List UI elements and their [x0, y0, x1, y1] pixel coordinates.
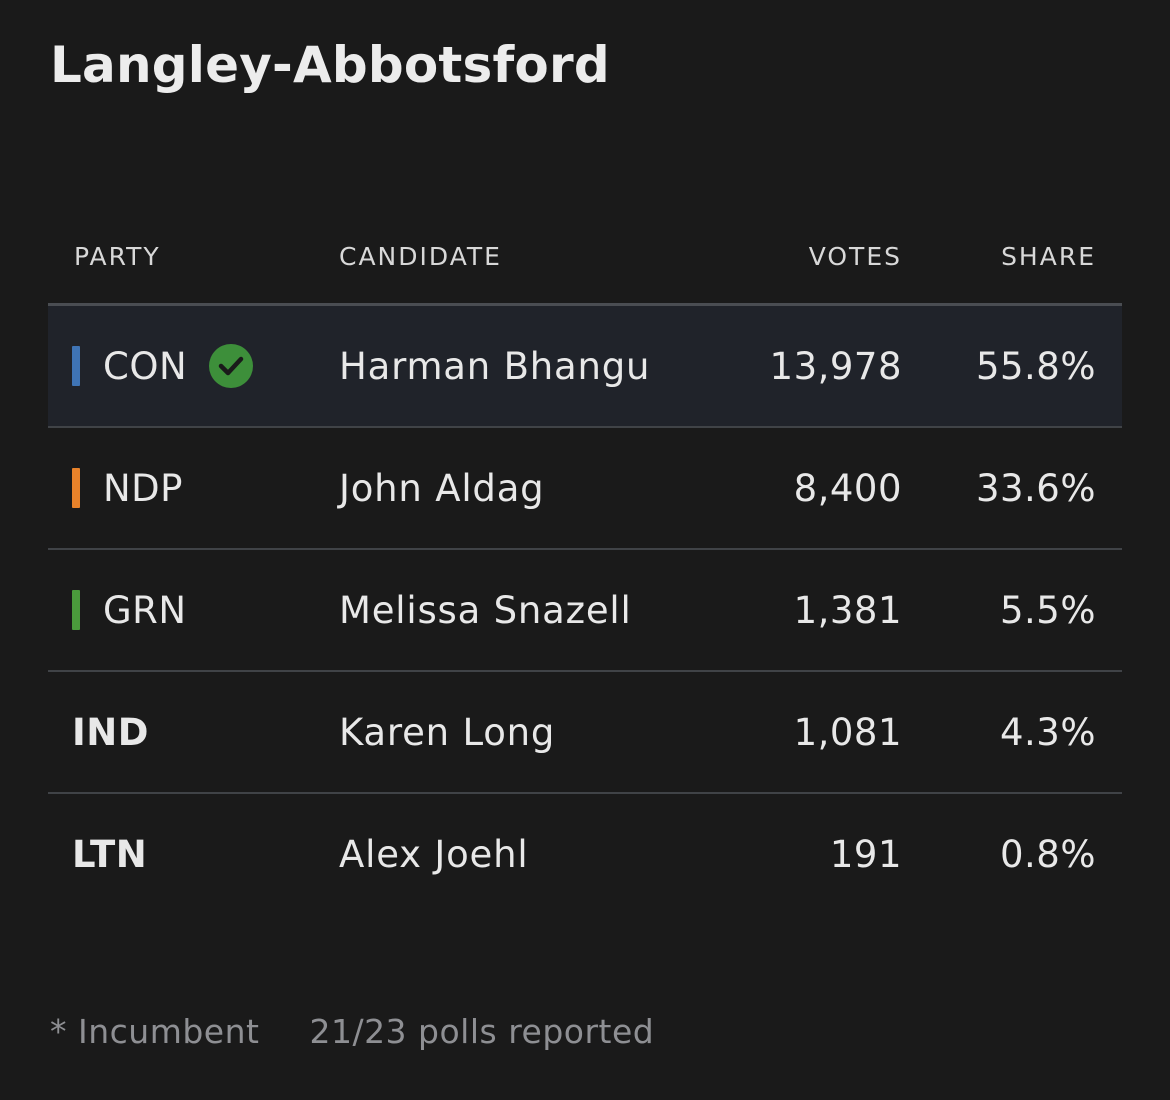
party-code: NDP: [103, 466, 183, 510]
share-value: 4.3%: [1000, 710, 1096, 754]
votes-value: 8,400: [793, 466, 902, 510]
party-cell: CON: [72, 306, 254, 426]
candidate-name: Melissa Snazell: [339, 588, 632, 632]
share-value: 0.8%: [1000, 832, 1096, 876]
header-votes: VOTES: [808, 242, 902, 271]
party-code: CON: [103, 344, 188, 388]
header-candidate: CANDIDATE: [339, 242, 502, 271]
check-circle-icon: [209, 344, 254, 388]
party-code: LTN: [72, 832, 148, 876]
table-row: NDP John Aldag 8,400 33.6%: [48, 428, 1122, 550]
incumbent-note: * Incumbent: [50, 1012, 260, 1051]
table-row: LTN Alex Joehl 191 0.8%: [48, 794, 1122, 916]
results-footer: * Incumbent 21/23 polls reported: [50, 1012, 654, 1051]
party-color-bar: [72, 468, 80, 508]
share-value: 33.6%: [975, 466, 1096, 510]
votes-value: 191: [829, 832, 902, 876]
party-code: GRN: [103, 588, 187, 632]
table-header: PARTY CANDIDATE VOTES SHARE: [48, 228, 1122, 306]
candidate-name: Alex Joehl: [339, 832, 529, 876]
header-share: SHARE: [1001, 242, 1096, 271]
table-row: GRN Melissa Snazell 1,381 5.5%: [48, 550, 1122, 672]
party-cell: GRN: [72, 550, 187, 670]
party-cell: IND: [72, 672, 149, 792]
party-color-bar: [72, 346, 80, 386]
votes-value: 13,978: [769, 344, 902, 388]
votes-value: 1,081: [793, 710, 902, 754]
party-color-bar: [72, 590, 80, 630]
votes-value: 1,381: [793, 588, 902, 632]
candidate-name: Harman Bhangu: [339, 344, 651, 388]
share-value: 55.8%: [975, 344, 1096, 388]
table-row: CON Harman Bhangu 13,978 55.8%: [48, 306, 1122, 428]
table-row: IND Karen Long 1,081 4.3%: [48, 672, 1122, 794]
party-cell: NDP: [72, 428, 183, 548]
riding-title: Langley-Abbotsford: [50, 36, 610, 94]
candidate-name: John Aldag: [339, 466, 545, 510]
share-value: 5.5%: [1000, 588, 1096, 632]
header-party: PARTY: [74, 242, 161, 271]
results-table: PARTY CANDIDATE VOTES SHARE CON Harman B…: [48, 228, 1122, 916]
candidate-name: Karen Long: [339, 710, 556, 754]
party-cell: LTN: [72, 794, 147, 914]
party-code: IND: [72, 710, 149, 754]
polls-reported: 21/23 polls reported: [309, 1012, 655, 1051]
